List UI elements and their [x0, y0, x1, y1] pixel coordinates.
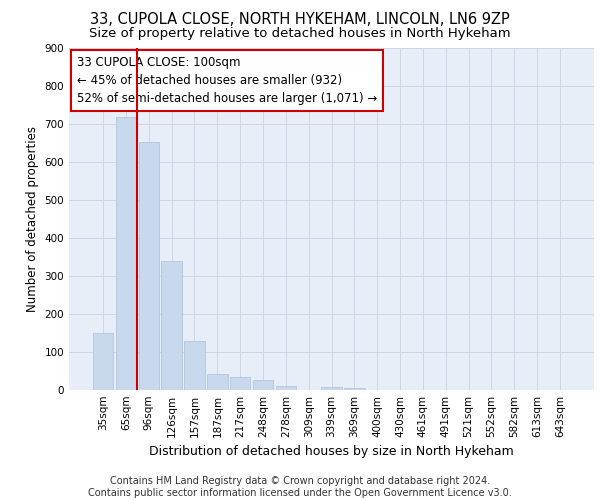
Bar — [184, 340, 205, 390]
Bar — [93, 333, 113, 390]
Text: Size of property relative to detached houses in North Hykeham: Size of property relative to detached ho… — [89, 28, 511, 40]
Bar — [139, 142, 159, 390]
Bar — [253, 380, 273, 390]
Bar — [116, 117, 136, 390]
Bar — [207, 374, 227, 390]
Bar — [321, 387, 342, 390]
Y-axis label: Number of detached properties: Number of detached properties — [26, 126, 39, 312]
Text: Contains HM Land Registry data © Crown copyright and database right 2024.
Contai: Contains HM Land Registry data © Crown c… — [88, 476, 512, 498]
X-axis label: Distribution of detached houses by size in North Hykeham: Distribution of detached houses by size … — [149, 446, 514, 458]
Bar — [230, 376, 250, 390]
Text: 33, CUPOLA CLOSE, NORTH HYKEHAM, LINCOLN, LN6 9ZP: 33, CUPOLA CLOSE, NORTH HYKEHAM, LINCOLN… — [90, 12, 510, 28]
Bar — [275, 386, 296, 390]
Bar — [161, 260, 182, 390]
Bar — [344, 388, 365, 390]
Text: 33 CUPOLA CLOSE: 100sqm
← 45% of detached houses are smaller (932)
52% of semi-d: 33 CUPOLA CLOSE: 100sqm ← 45% of detache… — [77, 56, 377, 105]
